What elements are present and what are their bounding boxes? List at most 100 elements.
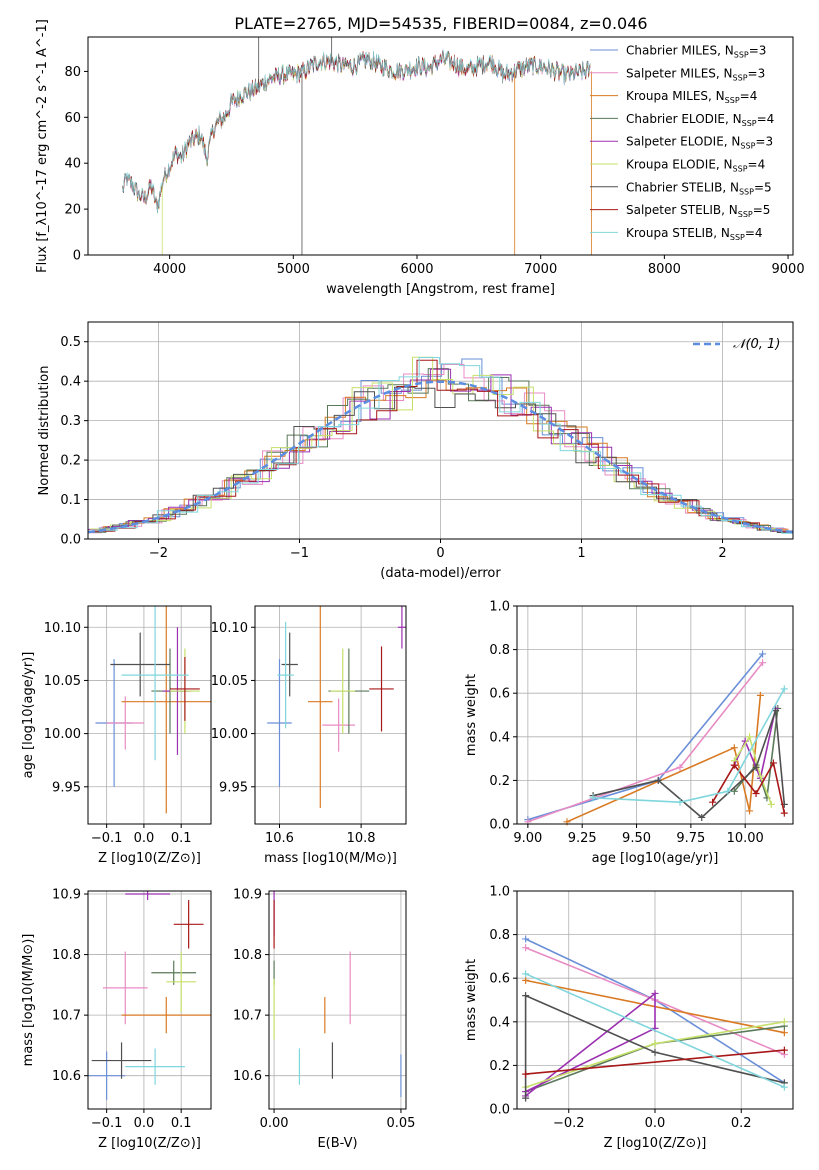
legend-entry: Chabrier MILES, NSSP=3 [626, 44, 766, 60]
y-axis-label: Normed distribution [37, 366, 52, 496]
axes-frame [87, 605, 212, 825]
y-tick-label: 10.00 [211, 727, 248, 742]
histogram-step [88, 358, 784, 533]
y-axis-label: Flux [f_λ10^-17 erg cm^-2 s^-1 A^-1] [35, 19, 50, 273]
legend-entry: Chabrier ELODIE, NSSP=4 [626, 112, 774, 128]
weight-marker [730, 744, 738, 752]
y-tick-label: 10.7 [233, 1009, 262, 1024]
weight-marker [676, 798, 684, 806]
y-tick-label: 0.6 [489, 687, 510, 702]
errorbar-group [95, 606, 211, 814]
legend-entry: Chabrier STELIB, NSSP=5 [626, 180, 772, 196]
weight-marker [780, 1029, 788, 1037]
weight-marker [522, 992, 530, 1000]
y-tick-label: 10.6 [52, 1069, 81, 1084]
y-tick-label: 9.95 [219, 780, 248, 795]
weight-marker [772, 707, 780, 715]
legend-entry: Kroupa MILES, NSSP=4 [626, 89, 757, 105]
x-tick-label: 0.1 [171, 1116, 192, 1131]
histogram-step [97, 357, 793, 534]
axes-frame [268, 890, 407, 1110]
x-tick-label: −1 [290, 546, 309, 561]
y-tick-label: 40 [64, 157, 81, 172]
y-tick-label: 0.5 [60, 335, 81, 350]
errorbar-group [267, 606, 406, 809]
weight-marker [780, 1018, 788, 1026]
y-axis-label: mass weight [464, 674, 479, 756]
y-tick-label: 20 [64, 203, 81, 218]
legend-entry: Kroupa ELODIE, NSSP=4 [626, 158, 765, 174]
y-tick-label: 10.6 [233, 1069, 262, 1084]
weight-marker [724, 787, 732, 795]
x-tick-label: 9.50 [622, 831, 651, 846]
y-tick-label: 0.2 [60, 454, 81, 469]
weight-marker [676, 763, 684, 771]
y-axis-label: mass [log10(M/M⊙)] [21, 934, 36, 1067]
y-tick-label: 0.2 [489, 774, 510, 789]
data-layer [87, 37, 794, 1102]
axes-frame [87, 36, 794, 256]
x-axis-label: (data-model)/error [380, 566, 501, 581]
y-tick-label: 0.3 [60, 414, 81, 429]
x-axis-label: mass [log10(M/M⊙)] [264, 851, 397, 866]
histogram-step [94, 359, 793, 532]
x-tick-label: 9.25 [568, 831, 597, 846]
y-tick-label: 0.2 [489, 1059, 510, 1074]
weight-marker [698, 813, 706, 821]
weight-marker [522, 970, 530, 978]
figure-title: PLATE=2765, MJD=54535, FIBERID=0084, z=0… [234, 14, 647, 33]
x-tick-label: 0.1 [171, 831, 192, 846]
x-tick-label: 2 [718, 546, 726, 561]
y-tick-label: 0.0 [60, 533, 81, 548]
weight-marker [589, 794, 597, 802]
y-tick-label: 9.95 [52, 780, 81, 795]
x-tick-label: 10.6 [265, 831, 294, 846]
weight-marker [759, 659, 767, 667]
legend-layer: Chabrier MILES, NSSP=3 Salpeter MILES, NS… [590, 44, 780, 352]
y-tick-label: 80 [64, 65, 81, 80]
y-tick-label: 10.9 [233, 888, 262, 903]
y-tick-label: 1.0 [489, 600, 510, 615]
x-axis-label: E(B-V) [317, 1136, 357, 1151]
weight-marker [759, 650, 767, 658]
histogram-step [88, 368, 791, 533]
weight-marker [756, 772, 764, 780]
weight-marker [780, 1083, 788, 1091]
y-tick-label: 0.4 [489, 730, 510, 745]
weight-line [566, 695, 762, 823]
weight-marker [522, 935, 530, 943]
axes-layer: 4000 5000 6000 7000 8000 9000020406080wavelen… [21, 19, 805, 1151]
x-tick-label: −2 [149, 546, 168, 561]
y-tick-label: 1.0 [489, 885, 510, 900]
x-axis-label: wavelength [Angstrom, rest frame] [326, 282, 555, 297]
weight-marker [730, 787, 738, 795]
x-axis-label: Z [log10(Z/Z⊙)] [98, 1136, 201, 1151]
weight-marker [522, 976, 530, 984]
y-tick-label: 10.10 [44, 621, 81, 636]
y-tick-label: 10.05 [44, 674, 81, 689]
x-tick-label: −0.2 [553, 1116, 585, 1131]
y-tick-label: 10.10 [211, 621, 248, 636]
x-axis-label: age [log10(age/yr)] [592, 851, 719, 866]
weight-line [525, 973, 785, 1088]
y-tick-label: 0.1 [60, 493, 81, 508]
weight-marker [651, 1048, 659, 1056]
x-tick-label: 7000 [524, 262, 557, 277]
axes-frame [87, 890, 212, 1110]
weight-marker [651, 1040, 659, 1048]
y-tick-label: 10.8 [233, 948, 262, 963]
y-tick-label: 0.8 [489, 643, 510, 658]
y-tick-label: 0.4 [60, 375, 81, 390]
y-tick-label: 10.05 [211, 674, 248, 689]
weight-marker [752, 763, 760, 771]
weight-marker [730, 761, 738, 769]
weight-marker [756, 691, 764, 699]
weight-line [525, 1049, 785, 1075]
weight-line [592, 710, 786, 819]
x-tick-label: 9.00 [513, 831, 542, 846]
legend-entry: 𝒩(0, 1) [733, 337, 780, 352]
x-tick-label: 0.05 [386, 1116, 415, 1131]
x-tick-label: 6000 [400, 262, 433, 277]
legend-entry: Kroupa STELIB, NSSP=4 [626, 226, 763, 242]
